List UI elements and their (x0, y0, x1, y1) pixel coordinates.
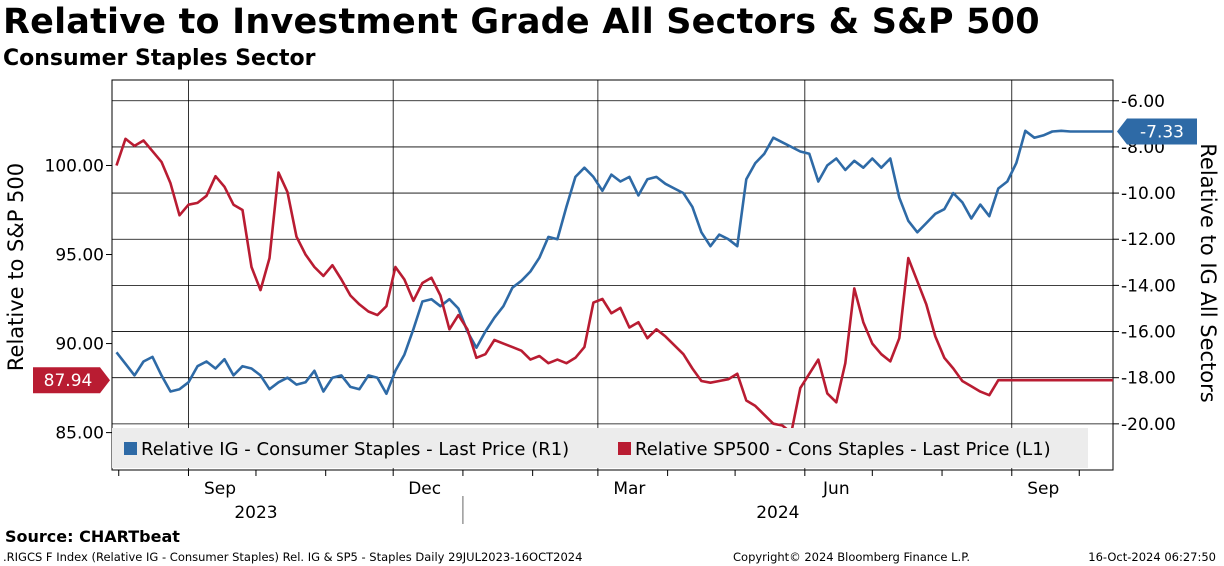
right-tick-label: -18.00 (1121, 369, 1176, 389)
right-tick-label: -6.00 (1121, 92, 1165, 112)
legend-label: Relative IG - Consumer Staples - Last Pr… (141, 439, 569, 460)
left-tick-label: 95.00 (55, 246, 104, 266)
right-tick-label: -10.00 (1121, 184, 1176, 204)
right-tick-label: -16.00 (1121, 323, 1176, 343)
last-value-label-right: -7.33 (1140, 122, 1184, 142)
right-tick-label: -12.00 (1121, 230, 1176, 250)
source-label: Source: CHARTbeat (5, 527, 180, 546)
ticker-line: .RIGCS F Index (Relative IG - Consumer S… (3, 550, 583, 564)
copyright-label: Copyright© 2024 Bloomberg Finance L.P. (733, 550, 970, 564)
series-line-relative-ig (115, 129, 1113, 396)
right-tick-label: -20.00 (1121, 415, 1176, 435)
last-value-label-left: 87.94 (44, 371, 93, 391)
x-tick-label: Jun (822, 479, 850, 499)
right-tick-label: -14.00 (1121, 276, 1176, 296)
chart-subtitle: Consumer Staples Sector (3, 46, 316, 71)
left-axis-title: Relative to S&P 500 (4, 163, 28, 371)
x-year-label: 2023 (234, 503, 277, 523)
x-year-label: 2024 (756, 503, 799, 523)
legend-box (112, 428, 1088, 468)
last-value-badge-right (1117, 118, 1197, 145)
legend-swatch (124, 442, 137, 455)
plot-frame (111, 79, 1114, 471)
left-tick-label: 100.00 (45, 156, 104, 176)
left-tick-label: 85.00 (55, 424, 104, 444)
x-tick-label: Sep (1027, 479, 1059, 499)
chart-title: Relative to Investment Grade All Sectors… (3, 2, 1040, 42)
x-tick-label: Dec (408, 479, 441, 499)
x-tick-label: Mar (613, 479, 645, 499)
right-axis-title: Relative to IG All Sectors (1196, 143, 1220, 402)
series-line-relative-sp500 (115, 137, 1113, 434)
x-tick-label: Sep (204, 479, 236, 499)
legend-label: Relative SP500 - Cons Staples - Last Pri… (635, 439, 1051, 460)
last-value-badge-left (33, 367, 110, 394)
legend-swatch (618, 442, 631, 455)
left-tick-label: 90.00 (55, 335, 104, 355)
timestamp-label: 16-Oct-2024 06:27:50 (1088, 550, 1216, 564)
